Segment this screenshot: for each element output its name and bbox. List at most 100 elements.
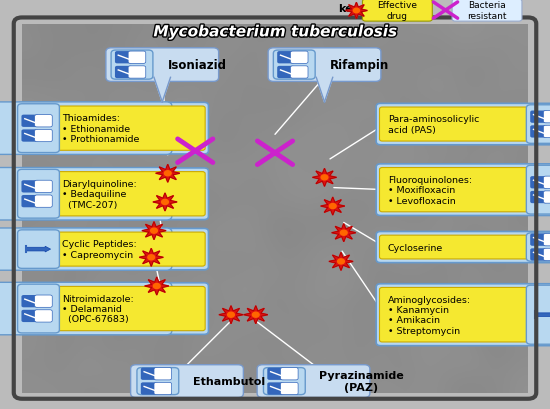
FancyBboxPatch shape xyxy=(452,0,522,22)
FancyBboxPatch shape xyxy=(21,130,39,142)
FancyBboxPatch shape xyxy=(21,310,39,322)
FancyBboxPatch shape xyxy=(18,104,59,153)
Polygon shape xyxy=(142,222,166,240)
Text: Bacteria
resistant: Bacteria resistant xyxy=(468,1,507,21)
FancyBboxPatch shape xyxy=(543,177,550,189)
FancyBboxPatch shape xyxy=(379,236,531,259)
FancyBboxPatch shape xyxy=(16,283,208,335)
FancyBboxPatch shape xyxy=(18,170,59,218)
FancyBboxPatch shape xyxy=(35,130,52,142)
FancyBboxPatch shape xyxy=(277,52,295,64)
FancyBboxPatch shape xyxy=(21,115,39,128)
Polygon shape xyxy=(345,3,367,20)
FancyBboxPatch shape xyxy=(543,126,550,138)
Polygon shape xyxy=(154,78,170,103)
Polygon shape xyxy=(219,306,243,324)
FancyBboxPatch shape xyxy=(115,52,133,64)
FancyBboxPatch shape xyxy=(362,0,432,22)
FancyBboxPatch shape xyxy=(376,232,550,263)
FancyBboxPatch shape xyxy=(35,310,52,322)
FancyBboxPatch shape xyxy=(154,368,172,380)
Text: Diarylquinoline:
• Bedaquiline
  (TMC-207): Diarylquinoline: • Bedaquiline (TMC-207) xyxy=(62,180,137,209)
Circle shape xyxy=(228,312,234,317)
FancyBboxPatch shape xyxy=(543,249,550,261)
FancyBboxPatch shape xyxy=(268,49,381,82)
FancyBboxPatch shape xyxy=(35,115,52,128)
Polygon shape xyxy=(332,224,356,242)
FancyBboxPatch shape xyxy=(290,67,308,79)
FancyBboxPatch shape xyxy=(54,232,205,267)
FancyBboxPatch shape xyxy=(376,284,550,346)
FancyBboxPatch shape xyxy=(137,368,179,395)
Polygon shape xyxy=(145,277,169,295)
Text: Effective
drug: Effective drug xyxy=(377,1,417,21)
FancyBboxPatch shape xyxy=(0,168,172,220)
FancyArrow shape xyxy=(26,247,51,252)
FancyBboxPatch shape xyxy=(376,104,550,146)
FancyBboxPatch shape xyxy=(128,52,146,64)
Polygon shape xyxy=(316,78,333,103)
FancyBboxPatch shape xyxy=(111,51,153,80)
FancyBboxPatch shape xyxy=(16,229,208,270)
Polygon shape xyxy=(139,249,163,267)
FancyBboxPatch shape xyxy=(379,108,531,142)
FancyBboxPatch shape xyxy=(530,126,548,138)
FancyBboxPatch shape xyxy=(530,191,548,204)
FancyBboxPatch shape xyxy=(280,382,298,395)
Text: Thioamides:
• Ethionamide
• Prothionamide: Thioamides: • Ethionamide • Prothionamid… xyxy=(62,114,140,144)
FancyBboxPatch shape xyxy=(543,234,550,246)
FancyBboxPatch shape xyxy=(0,103,172,155)
Circle shape xyxy=(338,259,344,264)
FancyBboxPatch shape xyxy=(54,287,205,331)
FancyBboxPatch shape xyxy=(0,283,172,335)
FancyBboxPatch shape xyxy=(21,295,39,308)
FancyBboxPatch shape xyxy=(526,166,550,214)
Circle shape xyxy=(153,284,160,289)
Text: Cyclic Peptides:
• Capreomycin: Cyclic Peptides: • Capreomycin xyxy=(62,240,137,259)
FancyBboxPatch shape xyxy=(35,196,52,208)
FancyBboxPatch shape xyxy=(0,228,172,271)
Circle shape xyxy=(353,9,360,14)
FancyBboxPatch shape xyxy=(267,382,285,395)
FancyBboxPatch shape xyxy=(273,51,315,80)
FancyBboxPatch shape xyxy=(376,164,550,216)
Text: Aminoglycosides:
• Kanamycin
• Amikacin
• Streptomycin: Aminoglycosides: • Kanamycin • Amikacin … xyxy=(388,295,471,335)
Text: Isoniazid: Isoniazid xyxy=(168,59,227,72)
FancyBboxPatch shape xyxy=(379,168,531,212)
FancyBboxPatch shape xyxy=(257,365,370,398)
Polygon shape xyxy=(321,198,345,216)
FancyBboxPatch shape xyxy=(35,295,52,308)
FancyBboxPatch shape xyxy=(21,196,39,208)
Circle shape xyxy=(162,200,168,205)
Text: Para-aminosolicylic
acid (PAS): Para-aminosolicylic acid (PAS) xyxy=(388,115,479,135)
FancyBboxPatch shape xyxy=(530,111,548,124)
FancyBboxPatch shape xyxy=(379,288,531,342)
Polygon shape xyxy=(329,253,353,271)
FancyBboxPatch shape xyxy=(141,382,158,395)
FancyBboxPatch shape xyxy=(280,368,298,380)
FancyBboxPatch shape xyxy=(16,103,208,155)
FancyArrow shape xyxy=(535,312,550,318)
FancyBboxPatch shape xyxy=(16,169,208,220)
Circle shape xyxy=(164,171,171,176)
FancyBboxPatch shape xyxy=(54,172,205,216)
FancyBboxPatch shape xyxy=(530,177,548,189)
Text: Nitroimidazole:
• Delamanid
  (OPC-67683): Nitroimidazole: • Delamanid (OPC-67683) xyxy=(62,294,134,324)
Polygon shape xyxy=(153,193,177,211)
FancyBboxPatch shape xyxy=(115,67,133,79)
Polygon shape xyxy=(312,169,337,187)
Circle shape xyxy=(329,204,336,209)
FancyBboxPatch shape xyxy=(263,368,305,395)
Circle shape xyxy=(148,255,155,260)
Text: Mycobacterium tuberculosis: Mycobacterium tuberculosis xyxy=(153,25,397,40)
FancyBboxPatch shape xyxy=(526,106,550,144)
FancyBboxPatch shape xyxy=(141,368,158,380)
FancyBboxPatch shape xyxy=(21,181,39,193)
Text: Rifampin: Rifampin xyxy=(330,59,389,72)
FancyBboxPatch shape xyxy=(530,249,548,261)
FancyBboxPatch shape xyxy=(54,107,205,151)
Polygon shape xyxy=(156,165,180,183)
Text: key:: key: xyxy=(338,4,365,14)
FancyBboxPatch shape xyxy=(526,233,550,262)
Text: Ethambutol: Ethambutol xyxy=(192,376,265,386)
